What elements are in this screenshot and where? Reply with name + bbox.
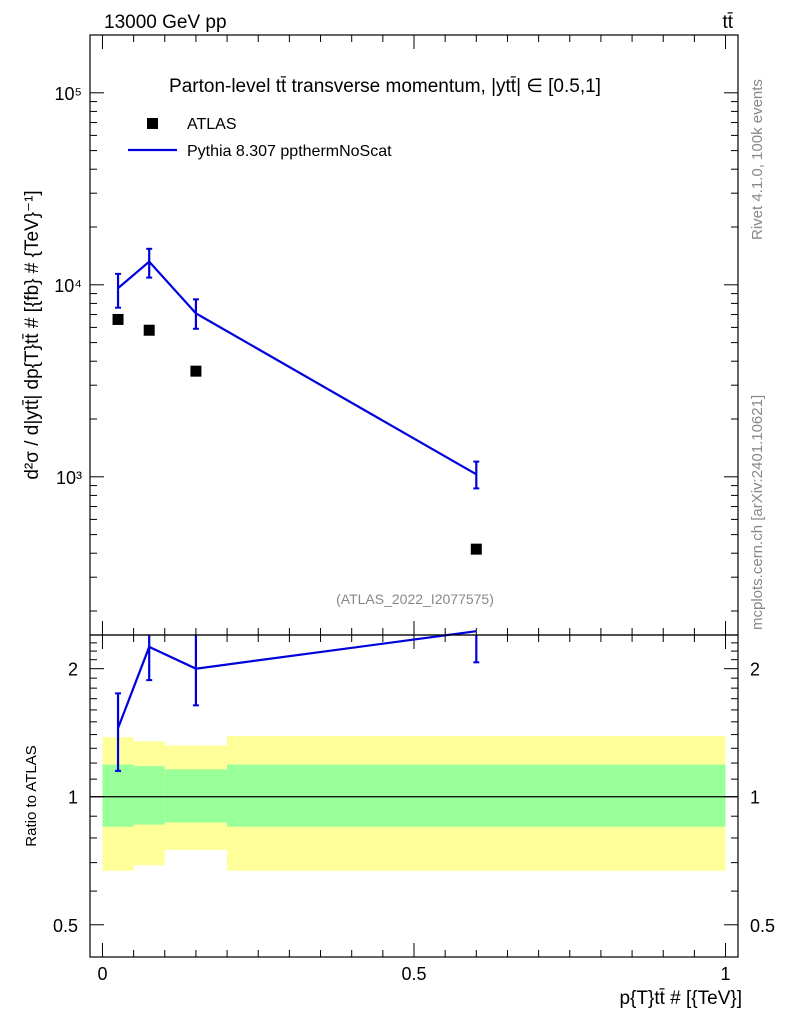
atlas-data-point (470, 543, 482, 555)
y-tick-label: 10⁴ (54, 276, 82, 296)
legend-atlas-label: ATLAS (187, 116, 237, 133)
main-title: Parton-level tt̄ transverse momentum, |y… (169, 76, 601, 97)
energy-label: 13000 GeV pp (104, 12, 227, 33)
ratio-y-tick-label: 2 (68, 660, 78, 680)
x-tick-label: 1 (721, 964, 731, 984)
atlas-data-point (190, 365, 202, 377)
x-axis-label: p{T}tt̄ # [{TeV}] (619, 988, 742, 1009)
x-tick-label: 0 (97, 964, 107, 984)
rivet-version-label: Rivet 4.1.0, 100k events (749, 79, 766, 240)
ratio-panel: 0.5 0.5 1 1 2 2 0 0.5 1 Ratio to ATLAS p{T}tt̄ … (23, 630, 775, 1009)
process-label: tt̄ (722, 12, 733, 33)
y-tick-label: 10⁵ (55, 84, 82, 104)
uncertainty-band-inner (227, 764, 726, 827)
analysis-watermark: (ATLAS_2022_I2077575) (336, 591, 494, 607)
legend-pythia-label: Pythia 8.307 ppthermNoScat (187, 143, 392, 160)
uncertainty-band-inner (102, 764, 134, 827)
ratio-pythia-line (117, 630, 477, 729)
ratio-y-tick-label-right: 0.5 (750, 916, 775, 936)
ratio-y-tick-label-right: 1 (750, 788, 760, 808)
legend-atlas-marker (147, 118, 158, 129)
ratio-y-tick-label: 0.5 (53, 916, 78, 936)
ratio-y-tick-label: 1 (68, 788, 78, 808)
x-tick-label: 0.5 (401, 964, 426, 984)
mcplots-label: mcplots.cern.ch [arXiv:2401.10621] (749, 395, 766, 630)
ratio-panel-frame (89, 634, 739, 958)
main-panel: 10³ 10⁴ 10⁵ Parton-level tt̄ transverse mo… (22, 34, 739, 957)
uncertainty-band-inner (133, 766, 165, 825)
ratio-y-axis-label: Ratio to ATLAS (23, 745, 40, 846)
ratio-y-tick-label-right: 2 (750, 660, 760, 680)
main-y-axis-label: d²σ / d|ytt̄| dp{T}tt̄ # [{fb} # {TeV}⁻¹… (22, 190, 43, 479)
y-tick-label: 10³ (56, 468, 82, 488)
atlas-data-point (112, 313, 124, 325)
uncertainty-band-inner (164, 769, 228, 823)
atlas-data-point (143, 324, 155, 336)
pythia-line (117, 260, 477, 476)
